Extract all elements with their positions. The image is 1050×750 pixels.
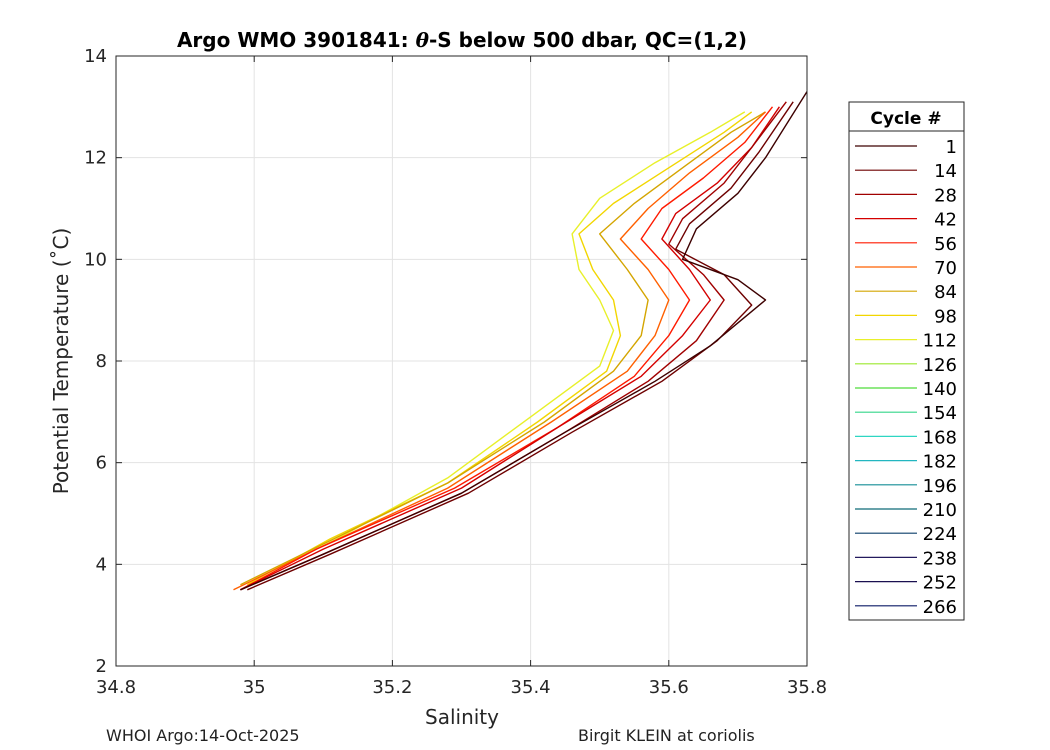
grid-lines [115, 55, 808, 667]
legend-label-182: 182 [923, 452, 957, 473]
legend-label-14: 14 [934, 161, 957, 182]
y-tick-label: 10 [84, 249, 107, 270]
legend-label-70: 70 [934, 258, 957, 279]
profile-line-cycle-42 [240, 106, 780, 591]
footer-right-note: Birgit KLEIN at coriolis [578, 726, 755, 745]
profile-line-cycle-112 [253, 111, 746, 581]
footer-left-note: WHOI Argo:14-Oct-2025 [106, 726, 300, 745]
legend-label-126: 126 [923, 355, 957, 376]
legend: Cycle # 1 14 28 42 56 70 84 98 112 126 140 154 168 18… [848, 101, 965, 621]
y-tick-label: 12 [84, 148, 107, 169]
legend-label-56: 56 [934, 234, 957, 255]
y-tick-label: 4 [96, 554, 107, 575]
x-tick-label: 34.8 [96, 677, 136, 698]
x-tick-label: 35 [243, 677, 266, 698]
axis-ticks: 34.8 35 35.2 35.4 35.6 35.8 2 4 6 8 10 12 14 [84, 46, 827, 698]
profile-line-cycle-70 [233, 111, 766, 591]
legend-label-238: 238 [923, 548, 957, 569]
chart-title-suffix: -S below 500 dbar, QC=(1,2) [429, 28, 747, 52]
y-tick-label: 6 [96, 453, 107, 474]
x-tick-label: 35.6 [649, 677, 689, 698]
legend-label-224: 224 [923, 524, 957, 545]
profile-line-cycle-98 [246, 111, 753, 586]
y-tick-label: 14 [84, 46, 107, 67]
legend-label-1: 1 [946, 137, 957, 158]
legend-label-266: 266 [923, 597, 957, 618]
legend-label-196: 196 [923, 476, 957, 497]
profile-line-cycle-14 [247, 101, 794, 591]
legend-label-168: 168 [923, 427, 957, 448]
chart-title: Argo WMO 3901841: θ-S below 500 dbar, QC… [177, 28, 747, 52]
legend-label-252: 252 [923, 573, 957, 594]
chart-title-theta: θ [416, 28, 430, 52]
profile-line-cycle-56 [240, 106, 774, 591]
y-axis-label: Potential Temperature (˚C) [49, 228, 73, 495]
legend-label-140: 140 [923, 379, 957, 400]
chart-title-prefix: Argo WMO 3901841: [177, 28, 416, 52]
legend-label-154: 154 [923, 403, 957, 424]
y-tick-label: 8 [96, 351, 107, 372]
legend-label-28: 28 [934, 185, 957, 206]
profile-line-cycle-84 [240, 111, 766, 586]
x-tick-label: 35.4 [511, 677, 551, 698]
x-tick-label: 35.2 [372, 677, 412, 698]
x-tick-label: 35.8 [787, 677, 827, 698]
profile-line-cycle-1 [240, 91, 808, 591]
profile-line-cycle-28 [240, 101, 787, 591]
legend-title: Cycle # [870, 109, 941, 129]
series-group [233, 91, 808, 591]
legend-label-98: 98 [934, 306, 957, 327]
x-axis-label: Salinity [425, 705, 499, 729]
legend-label-210: 210 [923, 500, 957, 521]
legend-items: 1 14 28 42 56 70 84 98 112 126 140 154 168 182 196 210 2… [855, 137, 957, 618]
legend-label-112: 112 [923, 331, 957, 352]
legend-label-42: 42 [934, 210, 957, 231]
y-tick-label: 2 [96, 656, 107, 677]
legend-label-84: 84 [934, 282, 957, 303]
